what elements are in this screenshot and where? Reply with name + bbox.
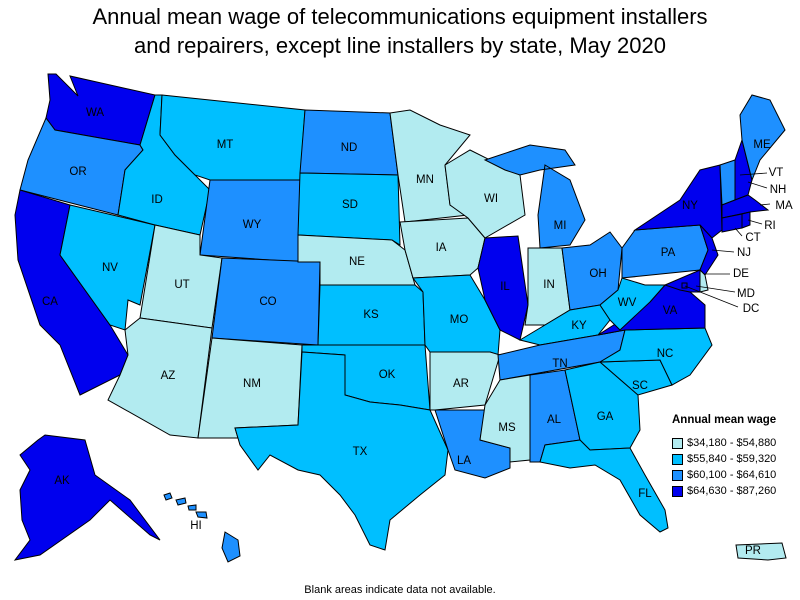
legend: Annual mean wage $34,180 - $54,880 $55,8… (672, 414, 800, 499)
state-IL[interactable] (477, 235, 529, 341)
state-label-TN: TN (552, 358, 567, 370)
state-label-NH: NH (770, 184, 787, 196)
state-label-ID: ID (151, 194, 163, 206)
state-AK[interactable] (13, 434, 161, 561)
legend-swatch-3 (672, 469, 683, 481)
state-MD[interactable] (663, 269, 701, 293)
state-label-WY: WY (243, 219, 262, 231)
state-label-OK: OK (379, 369, 396, 381)
state-label-OR: OR (69, 166, 86, 178)
state-TX[interactable] (234, 351, 449, 551)
state-AZ[interactable] (107, 317, 213, 439)
state-NY[interactable] (633, 164, 723, 239)
state-label-WA: WA (86, 107, 104, 119)
state-label-MO: MO (450, 314, 469, 326)
legend-item-4: $64,630 - $87,260 (672, 483, 800, 499)
legend-label-3: $60,100 - $64,610 (687, 469, 777, 481)
state-label-NY: NY (682, 200, 698, 212)
legend-swatch-2 (672, 453, 683, 465)
state-label-NJ: NJ (737, 247, 751, 259)
state-MI[interactable] (483, 144, 586, 249)
title-line-1: Annual mean wage of telecommunications e… (92, 4, 708, 29)
state-label-SD: SD (342, 199, 358, 211)
state-label-IL: IL (500, 281, 510, 293)
state-WV[interactable] (599, 277, 667, 331)
state-label-MD: MD (737, 288, 755, 300)
state-RI[interactable] (741, 211, 751, 229)
legend-item-1: $34,180 - $54,880 (672, 435, 800, 451)
state-label-PA: PA (661, 247, 676, 259)
state-labels: WA OR CA ID NV MT WY UT AZ CO NM ND SD NE KS OK TX MN IA MO… (42, 107, 793, 557)
state-HI[interactable] (163, 492, 241, 563)
state-label-NC: NC (657, 348, 674, 360)
state-label-IN: IN (543, 279, 555, 291)
state-shapes (13, 73, 787, 563)
state-label-DC: DC (743, 303, 760, 315)
state-label-MT: MT (217, 139, 234, 151)
state-label-VT: VT (769, 167, 784, 179)
state-label-SC: SC (632, 380, 648, 392)
state-label-LA: LA (457, 455, 471, 467)
leader-lines (684, 172, 771, 308)
state-label-AL: AL (547, 414, 562, 426)
state-label-WV: WV (618, 297, 637, 309)
state-label-AK: AK (54, 475, 70, 487)
legend-swatch-1 (672, 437, 683, 449)
state-FL[interactable] (539, 439, 669, 533)
state-label-KS: KS (363, 309, 379, 321)
state-label-MN: MN (416, 174, 434, 186)
state-label-FL: FL (638, 488, 652, 500)
state-label-CT: CT (745, 232, 760, 244)
state-label-OH: OH (589, 268, 606, 280)
title-line-2: and repairers, except line installers by… (134, 33, 666, 58)
state-NH[interactable] (734, 138, 753, 201)
legend-label-2: $55,840 - $59,320 (687, 453, 777, 465)
state-WI[interactable] (444, 149, 526, 239)
state-label-NE: NE (349, 256, 365, 268)
state-label-AR: AR (453, 378, 469, 390)
state-label-NV: NV (102, 262, 118, 274)
state-label-KY: KY (571, 320, 587, 332)
state-label-DE: DE (733, 268, 749, 280)
state-label-VA: VA (663, 305, 678, 317)
state-label-MS: MS (498, 422, 516, 434)
state-label-UT: UT (174, 279, 189, 291)
state-DC[interactable] (681, 282, 688, 289)
state-VT[interactable] (719, 159, 736, 206)
state-ME[interactable] (739, 94, 786, 182)
state-label-MI: MI (554, 220, 567, 232)
state-label-ME: ME (753, 139, 771, 151)
map-title: Annual mean wage of telecommunications e… (0, 2, 800, 60)
state-DE[interactable] (699, 268, 709, 293)
legend-item-3: $60,100 - $64,610 (672, 467, 800, 483)
state-label-HI: HI (190, 520, 202, 532)
state-label-AZ: AZ (161, 370, 176, 382)
state-label-WI: WI (484, 193, 498, 205)
state-label-NM: NM (243, 378, 261, 390)
legend-label-4: $64,630 - $87,260 (687, 485, 777, 497)
state-label-RI: RI (764, 220, 776, 232)
state-label-CA: CA (42, 296, 58, 308)
state-label-PR: PR (745, 545, 761, 557)
state-label-CO: CO (259, 296, 276, 308)
footnote: Blank areas indicate data not available. (304, 584, 496, 596)
legend-item-2: $55,840 - $59,320 (672, 451, 800, 467)
state-label-GA: GA (597, 411, 614, 423)
legend-swatch-4 (672, 485, 683, 497)
territory-PR[interactable] (735, 542, 787, 561)
state-label-IA: IA (436, 242, 447, 254)
state-label-MA: MA (775, 200, 793, 212)
legend-title: Annual mean wage (672, 414, 777, 426)
state-label-ND: ND (341, 142, 358, 154)
legend-label-1: $34,180 - $54,880 (687, 437, 777, 449)
state-label-TX: TX (353, 446, 368, 458)
